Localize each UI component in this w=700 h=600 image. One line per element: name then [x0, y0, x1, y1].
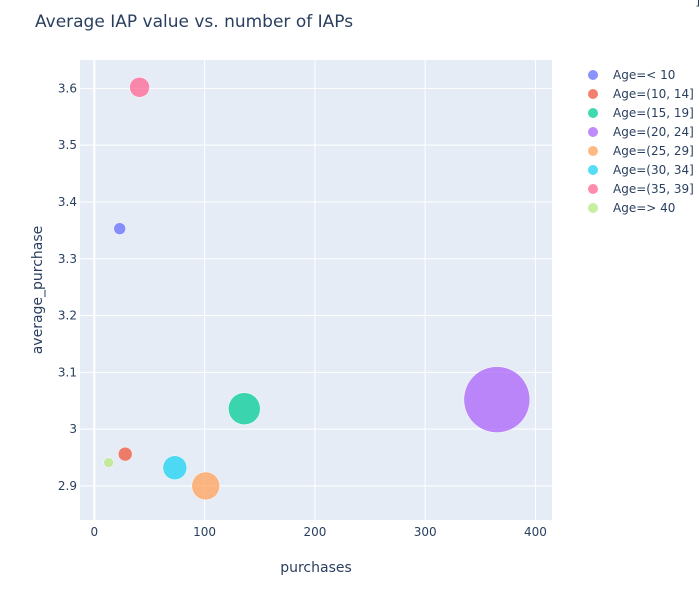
x-tick-label: 200 — [303, 525, 326, 539]
legend-item[interactable]: Age=(15, 19] — [588, 106, 694, 120]
chart-title: Average IAP value vs. number of IAPs — [35, 12, 354, 32]
legend-label: Age=> 40 — [613, 201, 675, 215]
legend-marker — [588, 89, 598, 99]
legend-marker — [588, 146, 598, 156]
x-tick-label: 300 — [414, 525, 437, 539]
legend-overflow-glyph: ] — [695, 0, 700, 8]
legend-label: Age=(10, 14] — [613, 87, 694, 101]
legend-label: Age=< 10 — [613, 68, 675, 82]
plot-area — [80, 60, 552, 520]
data-points — [103, 77, 531, 501]
legend-label: Age=(25, 29] — [613, 144, 694, 158]
data-point[interactable] — [191, 471, 220, 501]
legend-marker — [588, 108, 598, 118]
legend-item[interactable]: Age=(20, 24] — [588, 125, 694, 139]
legend-marker — [588, 203, 598, 213]
data-point[interactable] — [463, 366, 531, 433]
y-axis-title: average_purchase — [30, 226, 46, 355]
legend-marker — [588, 165, 598, 175]
data-point[interactable] — [103, 457, 114, 468]
y-tick-label: 3.5 — [58, 138, 77, 152]
y-tick-label: 3.2 — [58, 309, 77, 323]
legend[interactable]: Age=< 10 Age=(10, 14] Age=(15, 19] Age=(20,… — [588, 68, 694, 215]
x-tick-label: 100 — [193, 525, 216, 539]
data-point[interactable] — [129, 77, 150, 98]
y-axis-ticks: 2.9 3 3.1 3.2 3.3 3.4 3.5 3.6 — [58, 81, 77, 493]
data-point[interactable] — [162, 455, 188, 481]
legend-label: Age=(20, 24] — [613, 125, 694, 139]
legend-marker — [588, 70, 598, 80]
legend-marker — [588, 127, 598, 137]
y-tick-label: 3.6 — [58, 81, 77, 95]
legend-item[interactable]: Age=(35, 39] — [588, 182, 694, 196]
y-tick-label: 3 — [69, 422, 77, 436]
y-tick-label: 3.3 — [58, 252, 77, 266]
legend-label: Age=(15, 19] — [613, 106, 694, 120]
data-point[interactable] — [113, 222, 126, 235]
y-tick-label: 3.4 — [58, 195, 77, 209]
data-point[interactable] — [117, 446, 133, 462]
x-tick-label: 400 — [524, 525, 547, 539]
y-tick-label: 2.9 — [58, 479, 77, 493]
grid-lines — [80, 60, 552, 520]
legend-item[interactable]: Age=> 40 — [588, 201, 675, 215]
legend-label: Age=(30, 34] — [613, 163, 694, 177]
legend-label: Age=(35, 39] — [613, 182, 694, 196]
x-axis-title: purchases — [280, 560, 352, 576]
data-point[interactable] — [228, 392, 261, 425]
y-tick-label: 3.1 — [58, 365, 77, 379]
legend-item[interactable]: Age=(10, 14] — [588, 87, 694, 101]
x-axis-ticks: 0 100 200 300 400 — [91, 525, 547, 539]
legend-marker — [588, 184, 598, 194]
legend-item[interactable]: Age=(25, 29] — [588, 144, 694, 158]
x-tick-label: 0 — [91, 525, 99, 539]
legend-item[interactable]: Age=(30, 34] — [588, 163, 694, 177]
legend-item[interactable]: Age=< 10 — [588, 68, 675, 82]
